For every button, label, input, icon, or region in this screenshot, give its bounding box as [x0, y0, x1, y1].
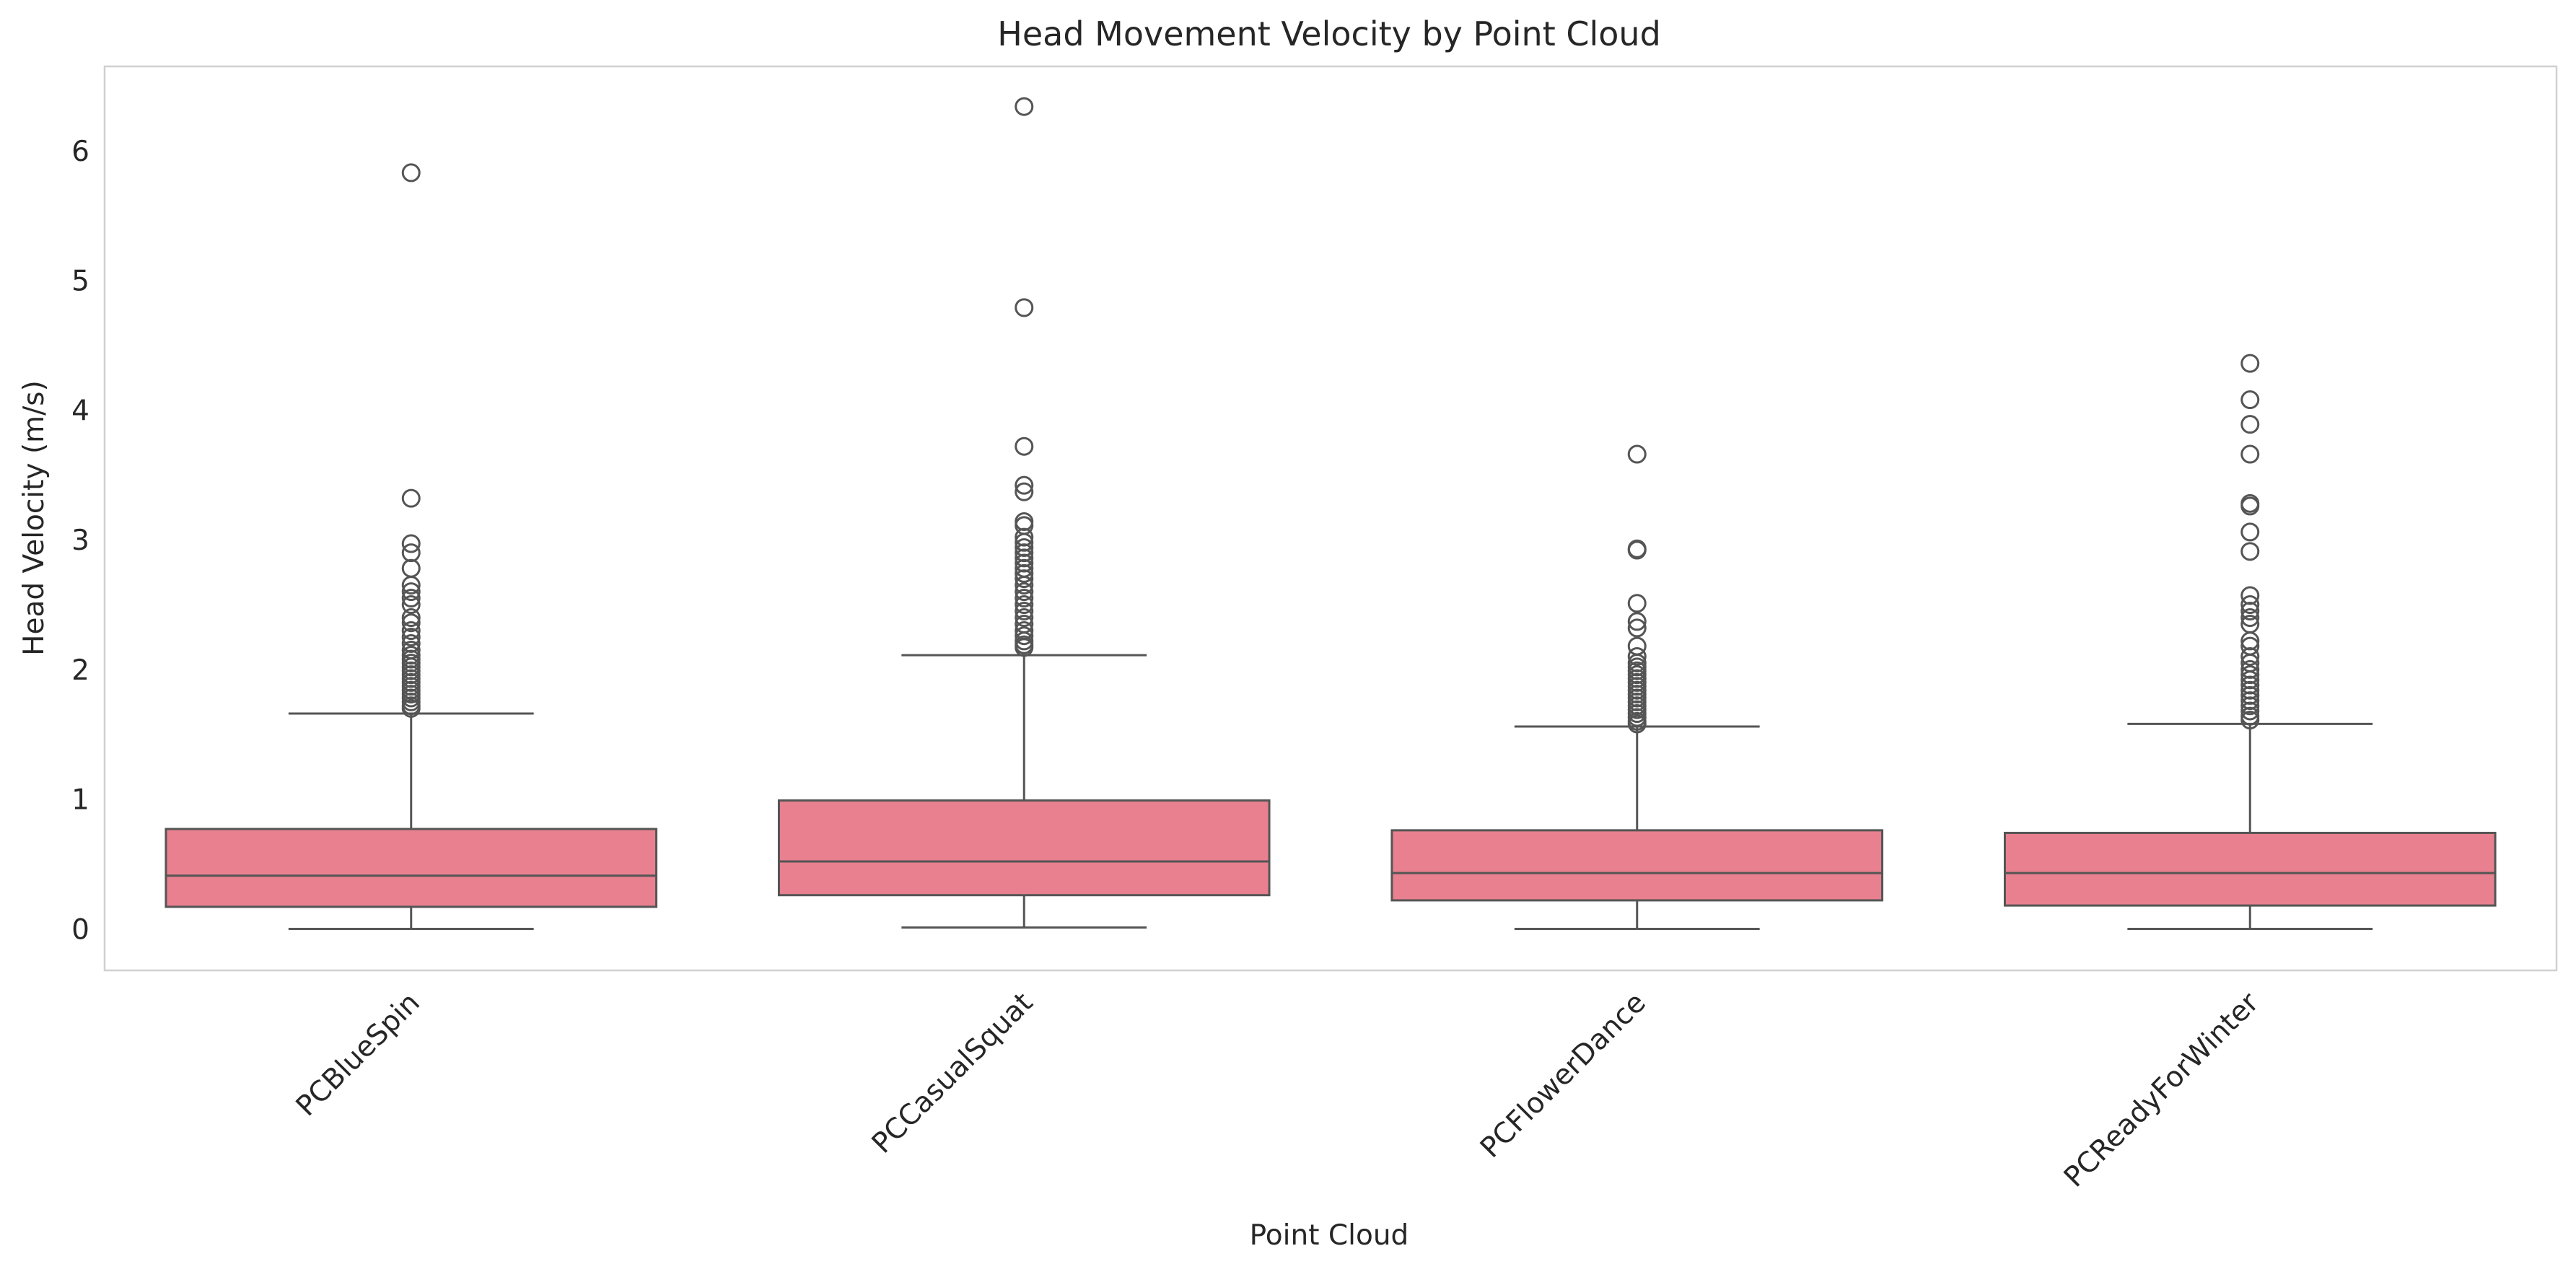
outlier-point [1015, 97, 1034, 116]
outlier-point [1627, 612, 1647, 631]
y-tick-label: 6 [71, 136, 89, 168]
outlier-point [2240, 701, 2260, 721]
outlier-point [1015, 576, 1034, 595]
outlier-point [2240, 595, 2260, 615]
outlier-point [401, 608, 421, 628]
outlier-point [2240, 444, 2260, 464]
outlier-point [401, 163, 421, 183]
outlier-point [401, 621, 421, 641]
outlier-point [2240, 390, 2260, 410]
chart-title: Head Movement Velocity by Point Cloud [997, 14, 1661, 53]
outlier-point [401, 582, 421, 602]
outlier-point [1627, 594, 1647, 613]
box-group [2003, 354, 2497, 930]
outlier-point [2240, 602, 2260, 621]
outlier-point [401, 627, 421, 646]
outlier-point [1015, 595, 1034, 615]
outlier-point [2240, 608, 2260, 628]
outlier-point [1015, 482, 1034, 501]
outlier-point [2240, 542, 2260, 561]
y-tick-label: 3 [71, 525, 89, 557]
x-axis-label: Point Cloud [1250, 1219, 1409, 1252]
plot-area-frame [103, 65, 2558, 972]
y-axis-label: Head Velocity (m/s) [18, 380, 51, 656]
y-axis-ticks: 0 1 2 3 4 5 6 [71, 136, 89, 947]
outlier-point [401, 576, 421, 595]
outlier-point [1627, 540, 1647, 560]
outlier-point [401, 595, 421, 615]
outlier-point [401, 698, 421, 718]
box-group [1390, 444, 1884, 930]
outlier-point [1627, 646, 1647, 666]
outlier-point [401, 613, 421, 633]
outlier-point [1015, 298, 1034, 317]
outlier-point [1015, 589, 1034, 608]
outlier-point [2240, 496, 2260, 516]
outlier-point [2240, 522, 2260, 542]
y-tick-label: 0 [71, 913, 89, 946]
outlier-point [1627, 618, 1647, 638]
outlier-point [401, 534, 421, 553]
outlier-point [401, 589, 421, 608]
outlier-point [2240, 354, 2260, 373]
outlier-point [1015, 582, 1034, 602]
y-tick-label: 2 [71, 654, 89, 687]
y-tick-label: 4 [71, 395, 89, 427]
box-plots [165, 97, 2497, 930]
outlier-point [401, 488, 421, 508]
box-group [777, 97, 1271, 929]
outlier-point [1015, 436, 1034, 456]
outlier-point [1627, 714, 1647, 734]
outlier-point [2240, 646, 2260, 666]
outlier-point [1015, 602, 1034, 621]
outlier-point [2240, 711, 2260, 730]
iqr-box [777, 799, 1271, 897]
outlier-point [1015, 626, 1034, 646]
iqr-box [1390, 829, 1884, 902]
outlier-point [1015, 608, 1034, 628]
outlier-point [1015, 475, 1034, 495]
outlier-point [2240, 696, 2260, 716]
outlier-point [1015, 638, 1034, 657]
box-group [165, 163, 658, 930]
outlier-point [1015, 563, 1034, 583]
outlier-point [1015, 569, 1034, 589]
y-tick-label: 1 [71, 784, 89, 817]
outlier-point [1627, 444, 1647, 464]
outlier-point [2240, 415, 2260, 434]
iqr-box [2003, 831, 2497, 907]
y-tick-label: 5 [71, 266, 89, 298]
iqr-box [165, 828, 658, 908]
